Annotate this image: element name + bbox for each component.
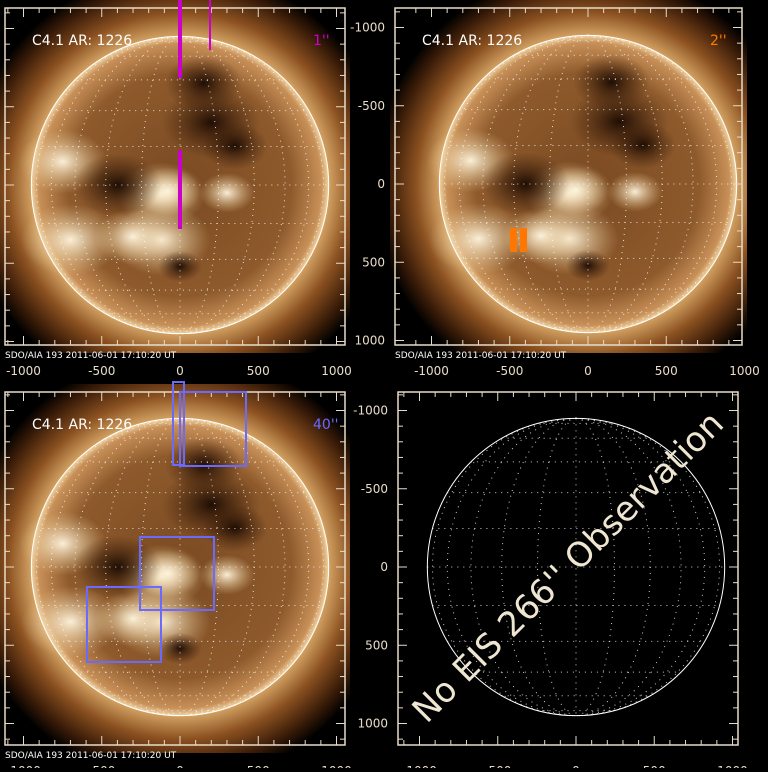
panel-bl: -1000 -500 0 500 1000 SDO/AIA 193 2011-06-01 … <box>0 384 352 772</box>
x-tick-label: -500 <box>496 364 523 378</box>
y-tick-label: -500 <box>358 99 385 113</box>
plot-frame <box>397 391 739 746</box>
longitude-grid <box>179 417 325 717</box>
x-tick-label: -1000 <box>402 764 437 768</box>
x-tick-label: 500 <box>247 764 270 768</box>
coronal-hole <box>158 250 202 283</box>
plot-frame <box>394 7 743 346</box>
coronal-hole <box>572 54 650 111</box>
x-tick-label: 500 <box>643 764 666 768</box>
image-footer: SDO/AIA 193 2011-06-01 17:10:20 UT <box>5 751 177 761</box>
image-footer: SDO/AIA 193 2011-06-01 17:10:20 UT <box>395 351 567 361</box>
longitude-grid <box>549 34 589 334</box>
active-region <box>199 554 255 595</box>
active-region <box>607 171 663 212</box>
y-tick-label: -1000 <box>353 404 388 418</box>
longitude-grid <box>575 417 615 717</box>
x-tick-label: -1000 <box>414 364 449 378</box>
x-tick-label: 1000 <box>321 364 352 378</box>
longitude-grid <box>575 417 721 717</box>
coronal-hole <box>164 55 242 112</box>
y-tick-label: 1000 <box>354 334 385 348</box>
slit-width-label: 1'' <box>313 33 330 49</box>
x-tick-label: 1000 <box>729 364 760 378</box>
longitude-grid <box>35 417 181 717</box>
x-tick-label: -500 <box>484 764 511 768</box>
longitude-grid <box>179 35 325 335</box>
panel-tl: -1000 -500 0 500 1000 SDO/AIA 193 2011-06-01 … <box>0 0 352 378</box>
image-footer: SDO/AIA 193 2011-06-01 17:10:20 UT <box>5 351 177 361</box>
y-tick-label: -1000 <box>350 21 385 35</box>
x-tick-label: 0 <box>572 764 580 768</box>
x-tick-label: 500 <box>247 364 270 378</box>
x-tick-label: 1000 <box>717 764 748 768</box>
solar-image <box>0 384 350 753</box>
x-tick-label: -500 <box>88 764 115 768</box>
x-tick-label: 0 <box>176 364 184 378</box>
panel-title: C4.1 AR: 1226 <box>422 33 522 49</box>
longitude-grid <box>179 417 219 717</box>
slot-40arcsec-raster <box>139 536 215 611</box>
x-tick-label: 500 <box>655 364 678 378</box>
coronal-hole <box>201 503 268 552</box>
longitude-grid <box>587 34 733 334</box>
active-region <box>428 202 528 275</box>
active-region <box>199 172 255 213</box>
x-tick-label: 1000 <box>321 764 352 768</box>
longitude-grid <box>443 34 589 334</box>
coronal-hole <box>566 249 610 282</box>
y-tick-label: -500 <box>361 482 388 496</box>
eis-overlays <box>86 0 527 663</box>
x-tick-label: 0 <box>584 364 592 378</box>
slot-40arcsec-raster <box>179 391 247 467</box>
longitude-grid <box>141 35 181 335</box>
longitude-grid <box>431 417 577 717</box>
slit-2arcsec <box>510 228 517 252</box>
plot-frame <box>4 7 346 346</box>
y-tick-label: 0 <box>377 177 385 191</box>
x-tick-label: 0 <box>176 764 184 768</box>
slot-40arcsec-raster <box>172 381 185 466</box>
slit-1arcsec <box>209 0 211 50</box>
no-observation-message: No EIS 266'' Observation <box>405 404 732 731</box>
panel-title: C4.1 AR: 1226 <box>32 417 132 433</box>
longitude-grid <box>587 34 627 334</box>
slit-1arcsec <box>178 0 182 78</box>
slit-width-label: 2'' <box>710 33 727 49</box>
active-region <box>20 203 120 276</box>
coronal-hole <box>201 121 268 170</box>
slit-2arcsec <box>520 228 527 252</box>
y-tick-label: 0 <box>380 560 388 574</box>
longitude-grid <box>35 35 181 335</box>
x-tick-label: -500 <box>88 364 115 378</box>
longitude-grid <box>141 417 181 717</box>
y-tick-label: 500 <box>365 638 388 652</box>
plot-frame <box>4 391 346 746</box>
x-tick-label: -1000 <box>6 364 41 378</box>
coronal-hole <box>158 632 202 665</box>
longitude-grid <box>179 35 219 335</box>
panel-tr: -1000 -1000 -500 -500 0 0 500 500 1000 1000 SDO/AI… <box>350 0 760 378</box>
y-tick-label: 1000 <box>357 717 388 731</box>
slot-40arcsec-raster <box>86 586 162 663</box>
slit-1arcsec <box>178 150 182 229</box>
coronal-hole <box>609 120 676 169</box>
coronal-hole <box>481 152 570 216</box>
active-region <box>20 585 120 658</box>
x-tick-label: -1000 <box>6 764 41 768</box>
slit-width-label: 40'' <box>313 417 339 433</box>
panel-title: C4.1 AR: 1226 <box>32 33 132 49</box>
coronal-hole <box>73 153 162 217</box>
longitude-grid <box>537 417 577 717</box>
panel-br: -1000 -1000 -500 -500 0 0 500 500 1000 1000 No EIS… <box>353 391 748 772</box>
y-tick-label: 500 <box>362 255 385 269</box>
